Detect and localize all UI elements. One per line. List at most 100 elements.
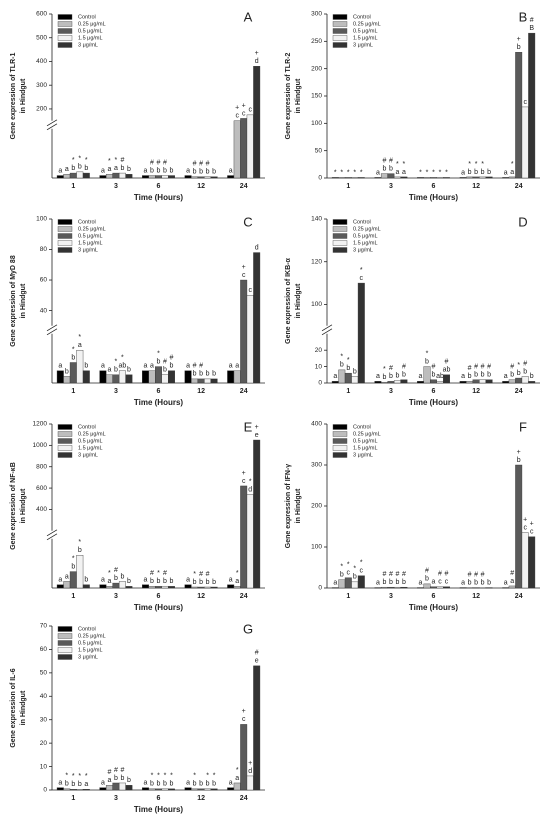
significance-label: # (487, 364, 491, 371)
legend-label: Control (78, 14, 96, 20)
significance-label: b (199, 579, 203, 586)
significance-label: b (127, 578, 131, 585)
significance-label: * (340, 169, 343, 176)
x-tick-label: 6 (432, 593, 436, 600)
bar (246, 295, 254, 384)
significance-label: # (445, 571, 449, 578)
significance-label: b (120, 165, 124, 172)
legend-label: 0.25 μg/mL (78, 21, 106, 27)
y-axis-label: Gene expression of IL-6 (10, 668, 17, 747)
legend-swatch (332, 35, 348, 41)
bar (466, 176, 474, 179)
significance-label: e (255, 432, 259, 439)
y-axis-label: Gene expression of TLR-2 (285, 53, 292, 140)
significance-label: # (206, 161, 210, 168)
bar (99, 584, 107, 589)
bar (191, 788, 199, 791)
legend-label: 0.25 μg/mL (78, 431, 106, 437)
bar (344, 177, 352, 179)
bar (515, 464, 523, 589)
y-tick-label: 60 (40, 646, 48, 653)
significance-label: # (163, 359, 167, 366)
y-tick-label: 1000 (33, 442, 48, 449)
significance-label: a (150, 363, 154, 370)
significance-label: a (432, 579, 436, 586)
bar (508, 585, 516, 589)
bar (184, 584, 192, 589)
significance-label: + (530, 521, 534, 528)
bar (161, 586, 169, 589)
significance-label: b (114, 367, 118, 374)
significance-label: # (395, 571, 399, 578)
legend-swatch (332, 424, 348, 430)
bar (56, 787, 64, 791)
significance-label: a (229, 167, 233, 174)
legend-swatch (57, 247, 73, 253)
legend-swatch (57, 438, 73, 444)
significance-label: * (164, 773, 167, 780)
significance-label: a (461, 373, 465, 380)
significance-label: # (468, 365, 472, 372)
bar (204, 378, 212, 384)
bar (118, 172, 126, 179)
bar (502, 381, 510, 384)
x-tick-label: 3 (114, 388, 118, 395)
significance-label: b (71, 563, 75, 570)
bar (227, 787, 235, 791)
significance-label: c (360, 275, 364, 282)
bar (253, 439, 261, 589)
significance-label: b (395, 579, 399, 586)
bar (99, 787, 107, 791)
significance-label: b (474, 579, 478, 586)
legend-label: 3 μg/mL (78, 654, 98, 660)
significance-label: a (58, 167, 62, 174)
significance-label: a (107, 777, 111, 784)
bar (82, 789, 90, 791)
bar (155, 175, 162, 179)
bar (253, 252, 261, 384)
bar (240, 485, 248, 589)
y-axis-label: Gene expression of NF-κB (10, 462, 17, 550)
legend-label: 0.5 μg/mL (353, 438, 378, 444)
significance-label: b (382, 165, 386, 172)
y-axis-label: Gene expression of IFN-γ (285, 464, 292, 549)
significance-label: # (402, 364, 406, 371)
significance-label: b (127, 166, 131, 173)
legend-swatch (332, 240, 348, 246)
bar (184, 175, 192, 179)
significance-label: d (255, 58, 259, 65)
bar (508, 176, 516, 179)
x-tick-label: 12 (197, 183, 205, 190)
significance-label: a (101, 577, 105, 584)
significance-label: * (419, 169, 422, 176)
bar (338, 369, 346, 384)
significance-label: * (78, 156, 81, 163)
significance-label: a (376, 373, 380, 380)
significance-label: # (382, 157, 386, 164)
y-tick-label: 100 (36, 216, 47, 223)
bar (393, 176, 401, 179)
bar (400, 379, 408, 384)
y-tick-label: 0 (318, 380, 322, 387)
legend-label: Control (78, 626, 96, 632)
significance-label: b (474, 169, 478, 176)
significance-label: # (163, 159, 167, 166)
significance-label: b (163, 367, 167, 374)
y-tick-label: 30 (40, 716, 48, 723)
significance-label: b (157, 358, 161, 365)
significance-label: * (206, 773, 209, 780)
significance-label: a (333, 579, 337, 586)
bar (357, 177, 365, 179)
legend-swatch (57, 445, 73, 451)
significance-label: b (487, 579, 491, 586)
bar (63, 376, 71, 384)
significance-label: c (523, 99, 527, 106)
significance-label: * (78, 334, 81, 341)
bar (344, 372, 352, 384)
y-tick-label: 400 (36, 506, 47, 513)
bar (82, 172, 90, 179)
x-tick-label: 1 (71, 795, 75, 802)
significance-label: ab (119, 363, 127, 370)
significance-label: d (248, 486, 252, 493)
significance-label: # (114, 567, 118, 574)
